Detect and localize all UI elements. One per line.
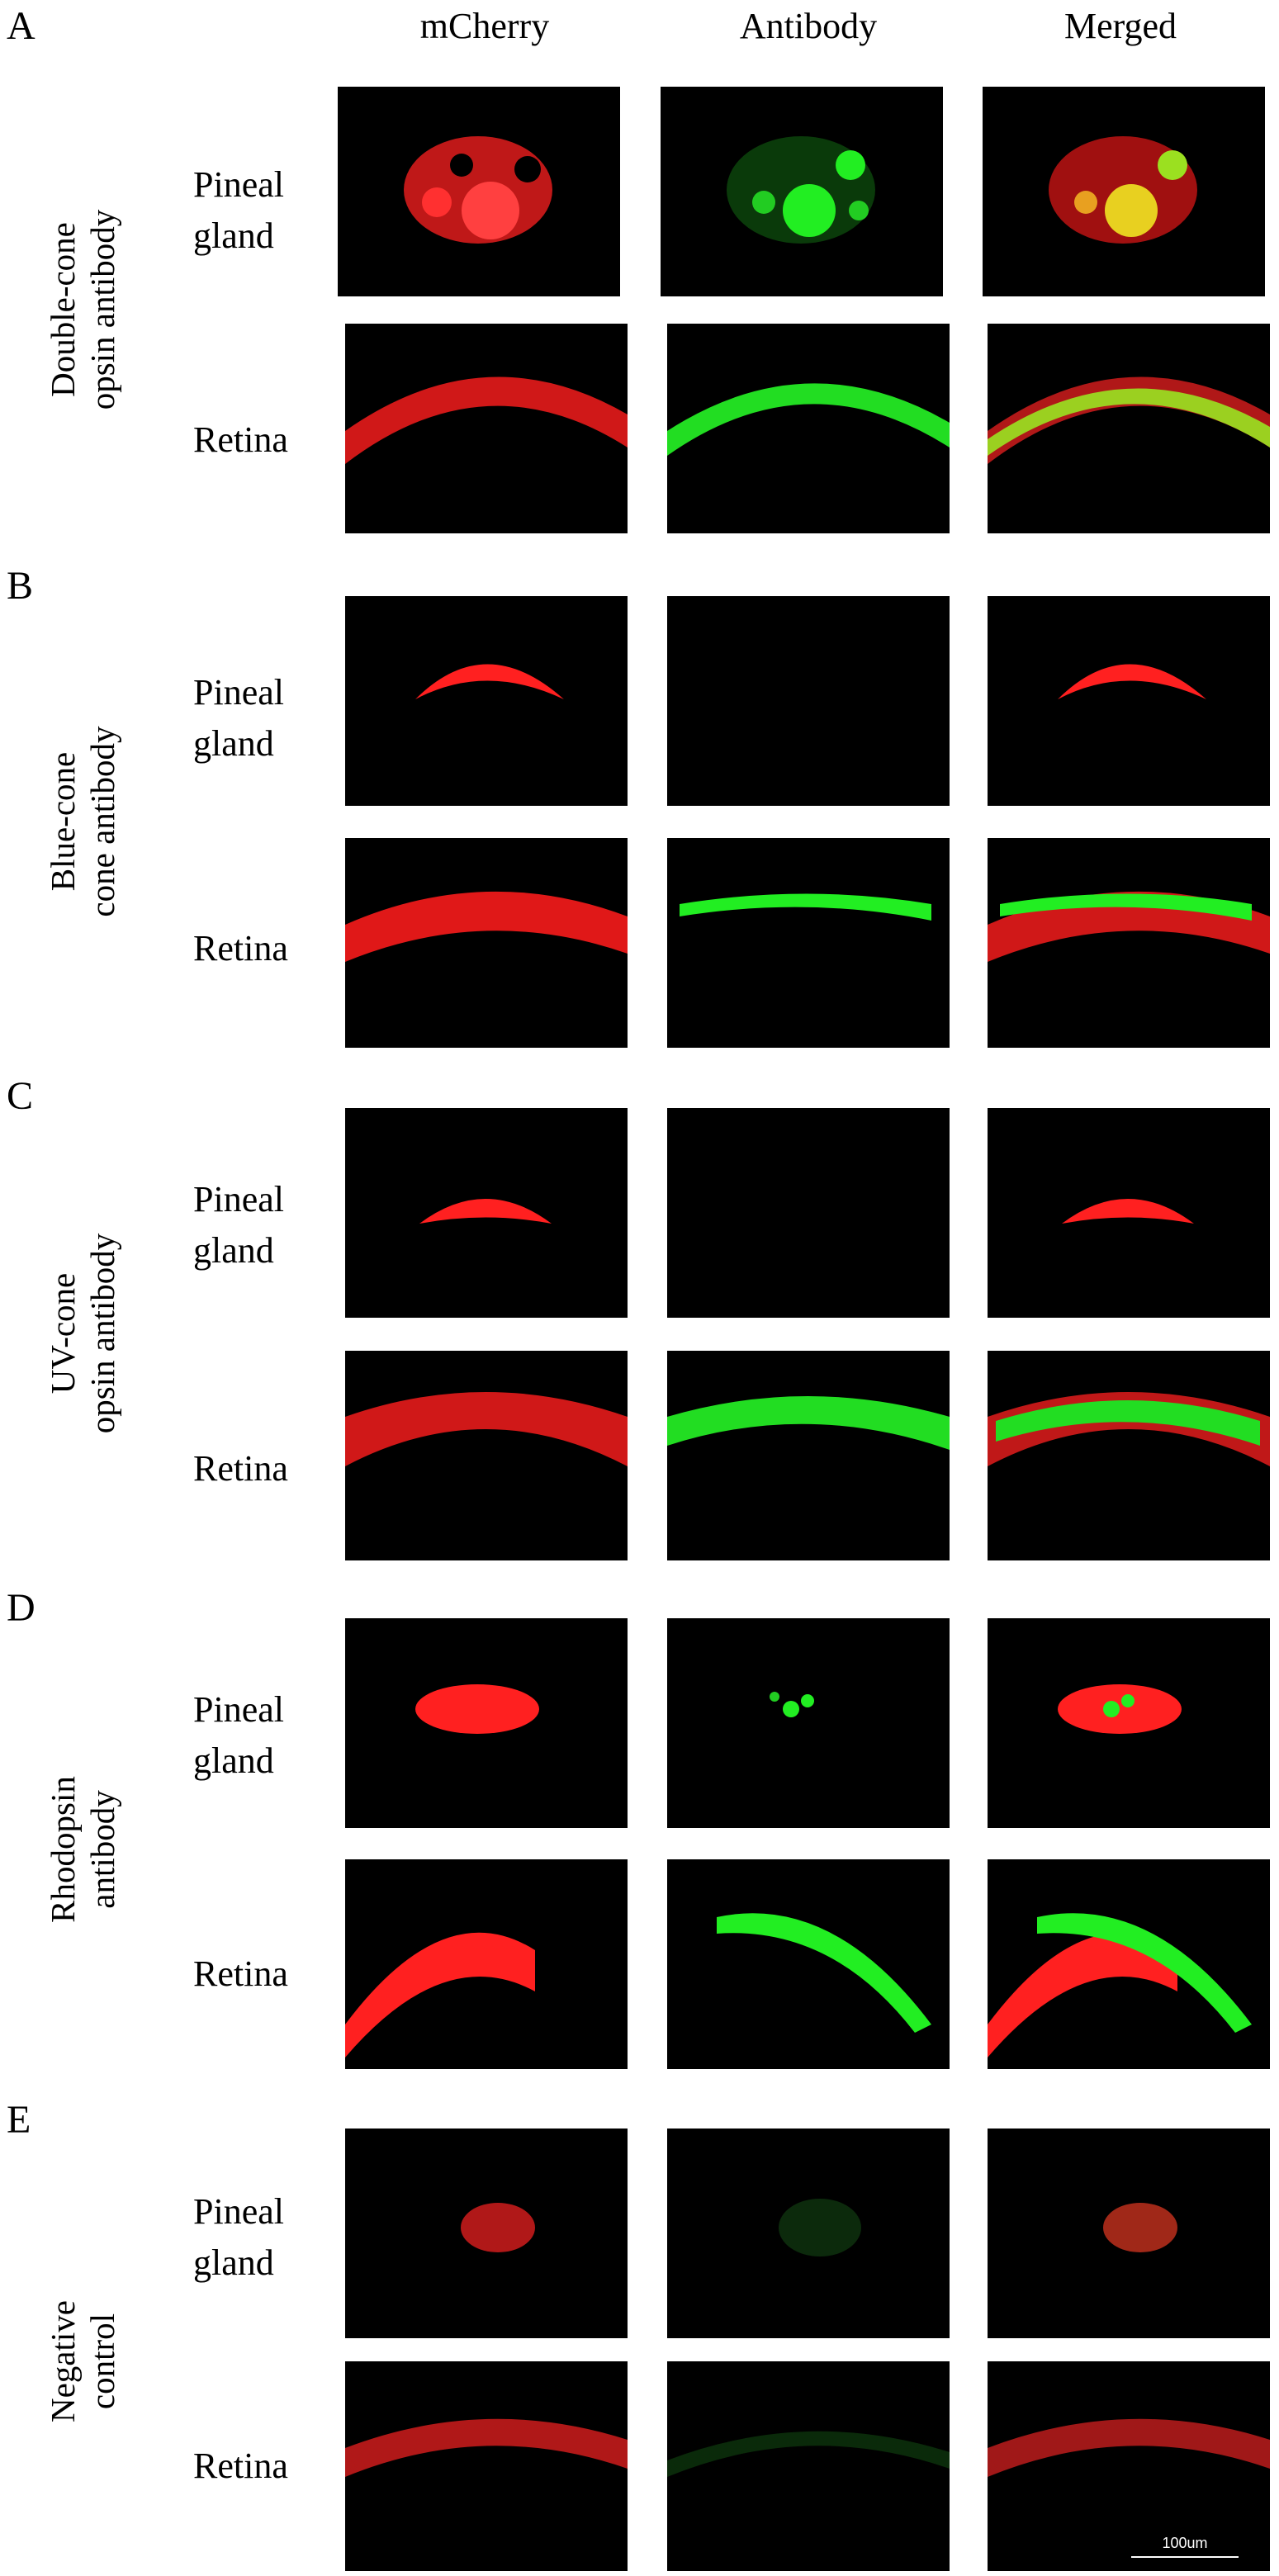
row-label-d-retina: Retina [193, 1953, 288, 1994]
row-label-line: gland [193, 215, 274, 256]
micrograph-b-retina-mcherry [345, 838, 628, 1048]
micrograph-e-retina-mcherry [345, 2361, 628, 2571]
row-label-line: Pineal [193, 1689, 284, 1730]
side-label-b-line2: cone antibody [83, 726, 121, 917]
micrograph-e-retina-antibody [667, 2361, 950, 2571]
micrograph-b-pineal-antibody [667, 596, 950, 806]
side-label-d-line1: Rhodopsin [44, 1776, 82, 1923]
micrograph-b-pineal-mcherry [345, 596, 628, 806]
row-label-line: Pineal [193, 164, 284, 205]
row-label-e-pineal: Pineal gland [193, 2186, 284, 2289]
micrograph-e-pineal-mcherry [345, 2129, 628, 2338]
side-label-d: Rhodopsin antibody [43, 1635, 122, 2064]
column-header-antibody: Antibody [739, 6, 878, 46]
panel-letter-a: A [7, 4, 36, 48]
micrograph-b-pineal-merged [988, 596, 1270, 806]
micrograph-c-pineal-mcherry [345, 1108, 628, 1318]
micrograph-c-retina-mcherry [345, 1351, 628, 1560]
scale-bar-line [1131, 2556, 1239, 2558]
side-label-a-line1: Double-cone [44, 222, 82, 397]
side-label-d-line2: antibody [83, 1790, 121, 1909]
scale-bar: 100um [1131, 2535, 1239, 2568]
row-label-d-pineal: Pineal gland [193, 1684, 284, 1787]
micrograph-d-retina-merged [988, 1859, 1270, 2069]
micrograph-d-pineal-antibody [667, 1618, 950, 1828]
scale-bar-label: 100um [1162, 2535, 1208, 2551]
column-header-merged: Merged [1063, 6, 1177, 46]
micrograph-a-retina-mcherry [345, 324, 628, 533]
side-label-e-line1: Negative [44, 2300, 82, 2422]
micrograph-a-pineal-mcherry [338, 87, 620, 296]
row-label-c-retina: Retina [193, 1448, 288, 1489]
side-label-c-line2: opsin antibody [83, 1233, 121, 1434]
side-label-e: Negative control [43, 2147, 122, 2576]
micrograph-c-pineal-merged [988, 1108, 1270, 1318]
micrograph-a-pineal-merged [983, 87, 1265, 296]
micrograph-a-pineal-antibody [661, 87, 943, 296]
panel-letter-c: C [7, 1074, 34, 1118]
row-label-line: Pineal [193, 2191, 284, 2232]
micrograph-a-retina-antibody [667, 324, 950, 533]
row-label-a-retina: Retina [193, 419, 288, 460]
side-label-a-line2: opsin antibody [83, 209, 121, 410]
micrograph-d-pineal-mcherry [345, 1618, 628, 1828]
micrograph-b-retina-antibody [667, 838, 950, 1048]
side-label-b-line1: Blue-cone [44, 751, 82, 892]
panel-letter-e: E [7, 2098, 31, 2142]
micrograph-c-retina-antibody [667, 1351, 950, 1560]
micrograph-d-pineal-merged [988, 1618, 1270, 1828]
row-label-b-retina: Retina [193, 928, 288, 968]
column-header-mcherry: mCherry [419, 6, 550, 46]
side-label-c: UV-cone opsin antibody [43, 1119, 122, 1548]
panel-letter-d: D [7, 1586, 36, 1630]
panel-letter-b: B [7, 564, 34, 608]
micrograph-a-retina-merged [988, 324, 1270, 533]
micrograph-e-pineal-merged [988, 2129, 1270, 2338]
micrograph-e-pineal-antibody [667, 2129, 950, 2338]
row-label-line: gland [193, 1230, 274, 1271]
row-label-e-retina: Retina [193, 2446, 288, 2486]
micrograph-c-pineal-antibody [667, 1108, 950, 1318]
row-label-c-pineal: Pineal gland [193, 1174, 284, 1276]
row-label-b-pineal: Pineal gland [193, 667, 284, 769]
row-label-line: Pineal [193, 1179, 284, 1219]
side-label-a: Double-cone opsin antibody [43, 95, 122, 524]
side-label-c-line1: UV-cone [44, 1272, 82, 1395]
micrograph-d-retina-antibody [667, 1859, 950, 2069]
row-label-line: gland [193, 723, 274, 764]
side-label-e-line2: control [83, 2313, 121, 2410]
row-label-a-pineal: Pineal gland [193, 159, 284, 262]
row-label-line: gland [193, 1740, 274, 1781]
row-label-line: Pineal [193, 672, 284, 713]
micrograph-d-retina-mcherry [345, 1859, 628, 2069]
micrograph-c-retina-merged [988, 1351, 1270, 1560]
micrograph-b-retina-merged [988, 838, 1270, 1048]
side-label-b: Blue-cone cone antibody [43, 607, 122, 1036]
row-label-line: gland [193, 2242, 274, 2283]
micrograph-e-retina-merged [988, 2361, 1270, 2571]
